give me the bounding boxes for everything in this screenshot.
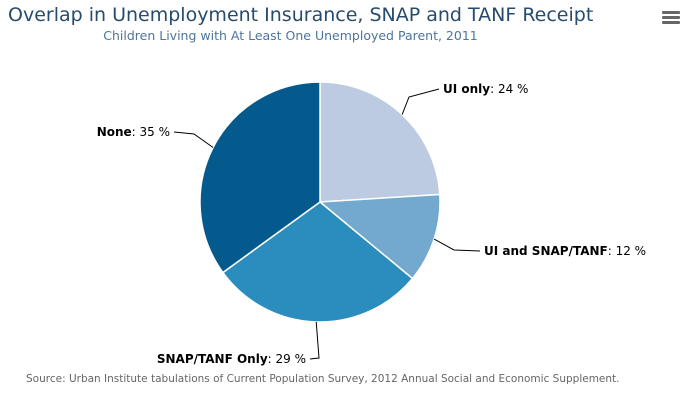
slice-label-value: : 35 % xyxy=(132,125,170,139)
pie-slice-ui-only[interactable] xyxy=(319,81,441,203)
source-note: Source: Urban Institute tabulations of C… xyxy=(26,373,620,385)
slice-label-value: : 24 % xyxy=(490,82,528,96)
slice-label-value: : 29 % xyxy=(268,352,306,366)
connector-line xyxy=(433,238,481,252)
slice-label-category: UI only xyxy=(443,82,490,96)
slice-label: SNAP/TANF Only: 29 % xyxy=(157,352,306,366)
chart-title: Overlap in Unemployment Insurance, SNAP … xyxy=(8,4,594,26)
slice-label-category: UI and SNAP/TANF xyxy=(484,244,608,258)
connector-line xyxy=(309,321,320,360)
slice-label-category: None xyxy=(97,125,132,139)
slice-label-value: : 12 % xyxy=(608,244,646,258)
hamburger-menu-icon[interactable] xyxy=(655,4,683,30)
slice-label: UI only: 24 % xyxy=(443,82,528,96)
connector-line xyxy=(401,88,440,115)
slice-label: None: 35 % xyxy=(97,125,170,139)
slice-label: UI and SNAP/TANF: 12 % xyxy=(484,244,646,258)
connector-line xyxy=(173,131,214,148)
chart-subtitle: Children Living with At Least One Unempl… xyxy=(103,28,478,43)
slice-label-category: SNAP/TANF Only xyxy=(157,352,268,366)
pie-slice-none[interactable] xyxy=(199,81,321,274)
